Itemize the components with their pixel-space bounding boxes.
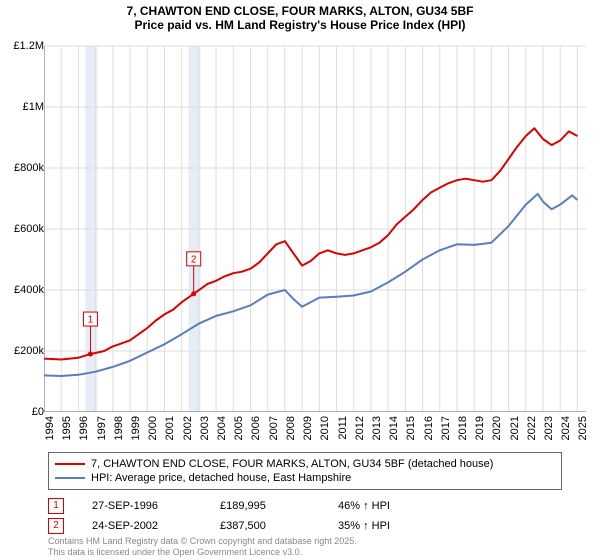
- x-tick-label: 2011: [337, 416, 349, 440]
- x-tick-label: 2005: [233, 416, 245, 440]
- marker-row: 1 27-SEP-1996 £189,995 46% ↑ HPI: [48, 496, 390, 516]
- x-tick-label: 1994: [44, 416, 56, 440]
- x-tick-label: 2014: [388, 416, 400, 440]
- legend-swatch: [55, 463, 85, 465]
- marker-id-box: 1: [48, 498, 64, 514]
- x-tick-label: 2006: [250, 416, 262, 440]
- marker-delta: 46% ↑ HPI: [338, 500, 390, 512]
- x-tick-label: 2020: [491, 416, 503, 440]
- x-tick-label: 2013: [371, 416, 383, 440]
- x-tick-label: 1996: [78, 416, 90, 440]
- x-tick-label: 1995: [61, 416, 73, 440]
- x-tick-label: 2010: [319, 416, 331, 440]
- x-tick-label: 2012: [354, 416, 366, 440]
- x-tick-label: 2021: [509, 416, 521, 440]
- y-tick-label: £800k: [14, 162, 44, 174]
- x-tick-label: 2017: [440, 416, 452, 440]
- x-tick-label: 2025: [577, 416, 589, 440]
- x-tick-label: 2002: [182, 416, 194, 440]
- legend-label: HPI: Average price, detached house, East…: [91, 472, 351, 484]
- y-tick-label: £400k: [14, 284, 44, 296]
- y-tick-label: £200k: [14, 345, 44, 357]
- legend-row: 7, CHAWTON END CLOSE, FOUR MARKS, ALTON,…: [55, 457, 555, 471]
- x-tick-label: 2004: [216, 416, 228, 440]
- x-tick-label: 2023: [543, 416, 555, 440]
- chart-svg: 12: [44, 42, 592, 412]
- x-tick-label: 2016: [423, 416, 435, 440]
- x-tick-label: 1999: [130, 416, 142, 440]
- markers-table: 1 27-SEP-1996 £189,995 46% ↑ HPI 2 24-SEP-200…: [48, 496, 390, 536]
- x-tick-label: 1998: [113, 416, 125, 440]
- y-tick-label: £1.2M: [13, 40, 44, 52]
- footer-text: Contains HM Land Registry data © Crown c…: [48, 536, 357, 558]
- x-tick-label: 2024: [560, 416, 572, 440]
- marker-price: £189,995: [220, 500, 310, 512]
- x-tick-label: 2022: [526, 416, 538, 440]
- x-tick-label: 2007: [268, 416, 280, 440]
- footer-line-1: Contains HM Land Registry data © Crown c…: [48, 536, 357, 547]
- x-tick-label: 2015: [405, 416, 417, 440]
- legend-swatch: [55, 477, 85, 479]
- y-tick-label: £1M: [23, 101, 44, 113]
- legend-box: 7, CHAWTON END CLOSE, FOUR MARKS, ALTON,…: [48, 452, 562, 490]
- y-tick-label: £0: [32, 406, 44, 418]
- marker-date: 24-SEP-2002: [92, 520, 192, 532]
- x-tick-label: 2008: [285, 416, 297, 440]
- svg-text:1: 1: [88, 315, 94, 326]
- y-tick-label: £600k: [14, 223, 44, 235]
- marker-date: 27-SEP-1996: [92, 500, 192, 512]
- title-line-2: Price paid vs. HM Land Registry's House …: [0, 18, 600, 32]
- legend-row: HPI: Average price, detached house, East…: [55, 471, 555, 485]
- chart-container: 7, CHAWTON END CLOSE, FOUR MARKS, ALTON,…: [0, 0, 600, 560]
- marker-price: £387,500: [220, 520, 310, 532]
- footer-line-2: This data is licensed under the Open Gov…: [48, 547, 357, 558]
- title-line-1: 7, CHAWTON END CLOSE, FOUR MARKS, ALTON,…: [0, 4, 600, 18]
- x-tick-label: 2000: [147, 416, 159, 440]
- marker-row: 2 24-SEP-2002 £387,500 35% ↑ HPI: [48, 516, 390, 536]
- x-tick-label: 2019: [474, 416, 486, 440]
- chart-plot: 12: [44, 42, 592, 412]
- svg-text:2: 2: [191, 254, 197, 265]
- x-tick-label: 2009: [302, 416, 314, 440]
- x-tick-label: 2003: [199, 416, 211, 440]
- title-area: 7, CHAWTON END CLOSE, FOUR MARKS, ALTON,…: [0, 0, 600, 34]
- marker-delta: 35% ↑ HPI: [338, 520, 390, 532]
- x-tick-label: 2018: [457, 416, 469, 440]
- marker-id-box: 2: [48, 518, 64, 534]
- legend-label: 7, CHAWTON END CLOSE, FOUR MARKS, ALTON,…: [91, 458, 493, 470]
- x-tick-label: 2001: [164, 416, 176, 440]
- x-tick-label: 1997: [96, 416, 108, 440]
